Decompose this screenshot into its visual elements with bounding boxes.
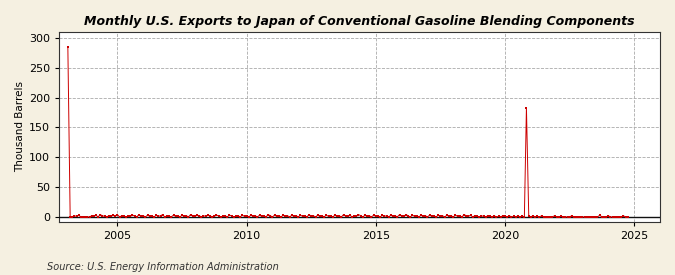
Y-axis label: Thousand Barrels: Thousand Barrels xyxy=(15,81,25,172)
Title: Monthly U.S. Exports to Japan of Conventional Gasoline Blending Components: Monthly U.S. Exports to Japan of Convent… xyxy=(84,15,635,28)
Text: Source: U.S. Energy Information Administration: Source: U.S. Energy Information Administ… xyxy=(47,262,279,272)
